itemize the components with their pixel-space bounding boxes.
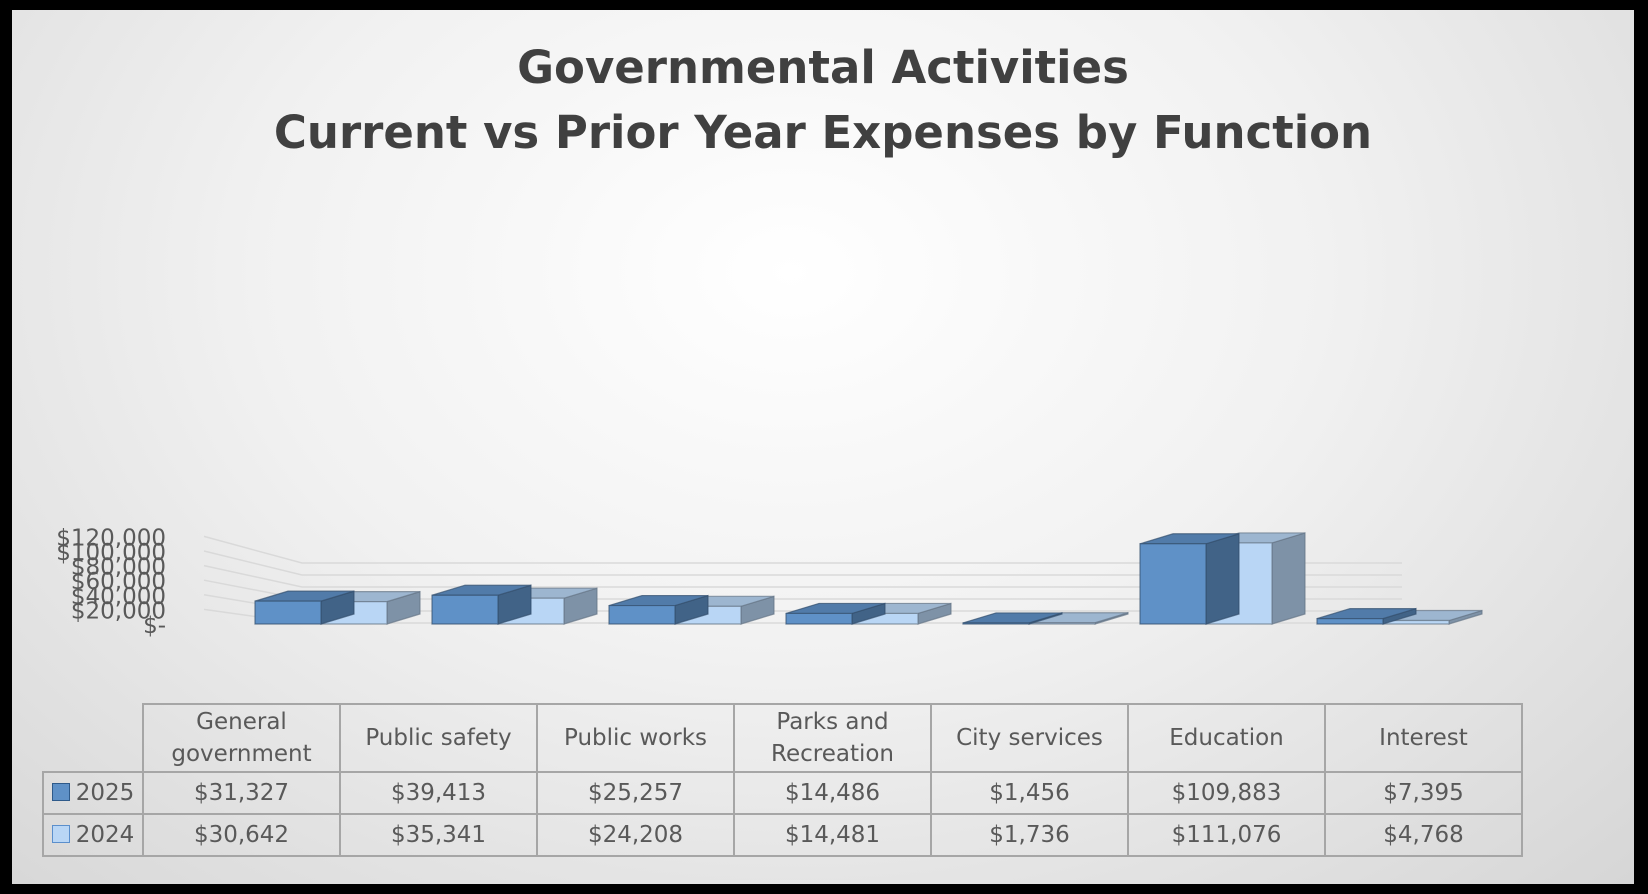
bar-chart: $-$20,000$40,000$60,000$80,000$100,000$1…: [56, 525, 1483, 639]
table-corner: [43, 704, 143, 772]
data-cell: $1,736: [930, 813, 1129, 857]
y-tick-label: $20,000: [71, 598, 166, 624]
category-header: General government: [142, 703, 341, 773]
chart-title: Governmental Activities Current vs Prior…: [12, 35, 1634, 165]
gridline: [203, 564, 1402, 588]
category-header: Parks and Recreation: [733, 703, 932, 773]
y-tick-label: $100,000: [56, 540, 166, 566]
y-tick-label: $60,000: [71, 569, 166, 595]
bar-2025: [254, 590, 355, 625]
category-header: City services: [930, 703, 1129, 773]
data-cell: $4,768: [1324, 813, 1523, 857]
data-cell: $25,257: [536, 771, 735, 815]
data-table-header-row: General government Public safety Public wor…: [43, 703, 1523, 773]
data-cell: $14,481: [733, 813, 932, 857]
data-cell: $109,883: [1127, 771, 1326, 815]
data-table-body: 2025 $31,327 $39,413 $25,257 $14,486 $1,456 $1…: [42, 771, 1523, 857]
data-cell: $7,395: [1324, 771, 1523, 815]
data-cell: $111,076: [1127, 813, 1326, 857]
category-header: Public works: [536, 703, 735, 773]
chart-frame: Governmental Activities Current vs Prior…: [12, 10, 1634, 884]
chart-title-line-1: Governmental Activities: [517, 41, 1129, 94]
data-cell: $39,413: [339, 771, 538, 815]
data-cell: $24,208: [536, 813, 735, 857]
legend-key: [51, 783, 70, 801]
legend-key: [51, 825, 70, 843]
data-cell: $35,341: [339, 813, 538, 857]
data-cell: $1,456: [930, 771, 1129, 815]
data-cell: $31,327: [142, 771, 341, 815]
data-table-row: 2024 $30,642 $35,341 $24,208 $14,481 $1,736 $1…: [42, 813, 1523, 857]
bar-2025: [431, 584, 532, 625]
y-tick-label: $80,000: [71, 555, 166, 581]
bar-2025: [785, 602, 886, 625]
bar-2025: [608, 594, 709, 625]
bar-2025: [1139, 532, 1240, 625]
bar-2025: [962, 612, 1063, 625]
category-header: Interest: [1324, 703, 1523, 773]
category-header: Public safety: [339, 703, 538, 773]
category-header: Education: [1127, 703, 1326, 773]
bar-2025: [1316, 607, 1417, 625]
y-tick-label: $-: [143, 613, 166, 639]
y-tick-label: $40,000: [71, 584, 166, 610]
data-cell: $30,642: [142, 813, 341, 857]
data-table: General government Public safety Public wor…: [42, 703, 1523, 857]
data-cell: $14,486: [733, 771, 932, 815]
series-label: 2025: [42, 771, 144, 815]
y-tick-label: $120,000: [56, 525, 166, 551]
gridline: [203, 550, 1402, 576]
gridline: [203, 535, 1402, 564]
chart-title-line-2: Current vs Prior Year Expenses by Functi…: [273, 106, 1373, 159]
series-label: 2024: [42, 813, 144, 857]
data-table-row: 2025 $31,327 $39,413 $25,257 $14,486 $1,456 $1…: [42, 771, 1523, 815]
